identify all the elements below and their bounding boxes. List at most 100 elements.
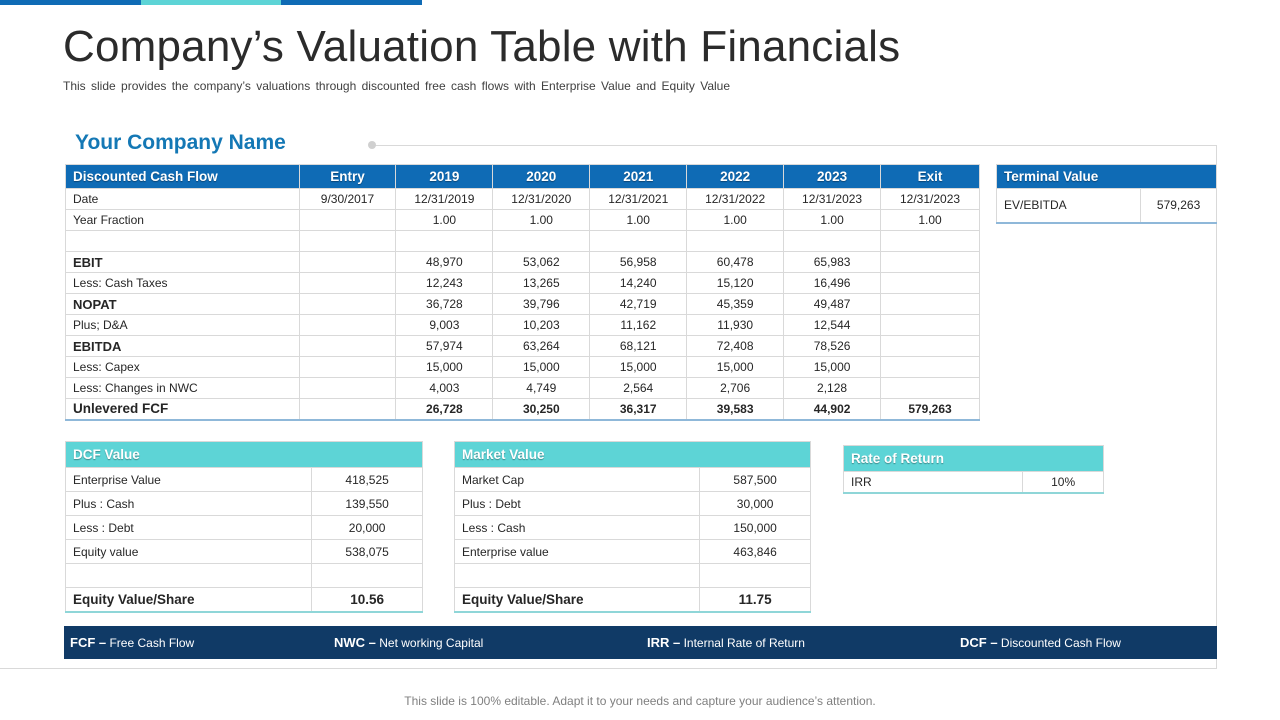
table-row: Enterprise value 463,846 — [453, 539, 811, 564]
table-row: IRR 10% — [842, 471, 1104, 494]
table-cell — [492, 230, 591, 252]
legend-text: Discounted Cash Flow — [1000, 636, 1121, 650]
table-cell — [298, 356, 397, 378]
table-cell: 579,263 — [880, 398, 980, 421]
table-row: Plus; D&A 9,003 10,203 11,162 11,930 12,544 — [65, 314, 980, 336]
legend-abbr: DCF – — [960, 635, 998, 650]
table-cell: 42,719 — [589, 293, 688, 315]
table-cell — [298, 314, 397, 336]
table-cell — [880, 314, 980, 336]
row-label: Less: Changes in NWC — [65, 377, 300, 399]
table-cell: 10,203 — [492, 314, 591, 336]
row-value: 587,500 — [699, 467, 811, 492]
row-label: EBITDA — [65, 335, 300, 357]
row-label: Less: Capex — [65, 356, 300, 378]
table-row: Equity Value/Share 10.56 — [64, 587, 423, 613]
page-subtitle: This slide provides the company’s valuat… — [63, 79, 731, 93]
row-value: 418,525 — [311, 467, 423, 492]
row-label: Enterprise value — [453, 539, 701, 564]
table-row: Plus : Debt 30,000 — [453, 491, 811, 516]
row-label: Equity Value/Share — [64, 587, 313, 613]
table-cell: 48,970 — [395, 251, 494, 273]
table-cell: 72,408 — [686, 335, 785, 357]
table-cell: 1.00 — [492, 209, 591, 231]
table-cell: 1.00 — [589, 209, 688, 231]
dcf-header-cell: Discounted Cash Flow — [65, 164, 300, 189]
legend-abbr: FCF – — [70, 635, 107, 650]
row-label — [65, 230, 300, 252]
table-cell: 36,728 — [395, 293, 494, 315]
table-cell: 53,062 — [492, 251, 591, 273]
row-label: Less: Cash Taxes — [65, 272, 300, 294]
table-cell: 4,749 — [492, 377, 591, 399]
table-cell: 15,120 — [686, 272, 785, 294]
table-cell: 12,544 — [783, 314, 882, 336]
table-row: EBITDA 57,974 63,264 68,121 72,408 78,526 — [65, 335, 980, 357]
table-cell: 12/31/2023 — [880, 188, 980, 210]
legend-item-irr: IRR – Internal Rate of Return — [647, 635, 805, 650]
legend-text: Net working Capital — [379, 636, 484, 650]
table-row — [64, 563, 423, 588]
terminal-value-title: Terminal Value — [996, 164, 1217, 189]
table-cell: 2,564 — [589, 377, 688, 399]
dcf-header-cell: 2021 — [589, 164, 688, 189]
row-label: EBIT — [65, 251, 300, 273]
table-row: Less: Changes in NWC 4,003 4,749 2,564 2,706… — [65, 377, 980, 399]
table-row: Less: Capex 15,000 15,000 15,000 15,000 15,00… — [65, 356, 980, 378]
row-value — [699, 563, 811, 588]
table-cell: 30,250 — [492, 398, 591, 421]
row-label: Year Fraction — [65, 209, 300, 231]
table-cell — [783, 230, 882, 252]
table-cell: 44,902 — [783, 398, 882, 421]
table-cell: 15,000 — [492, 356, 591, 378]
table-cell: 9/30/2017 — [298, 188, 397, 210]
table-cell: 15,000 — [395, 356, 494, 378]
table-cell: 26,728 — [395, 398, 494, 421]
table-cell: 12/31/2023 — [783, 188, 882, 210]
table-cell — [686, 230, 785, 252]
legend-item-nwc: NWC – Net working Capital — [334, 635, 483, 650]
table-cell: 68,121 — [589, 335, 688, 357]
row-value — [311, 563, 423, 588]
table-cell: 11,930 — [686, 314, 785, 336]
table-cell: 49,487 — [783, 293, 882, 315]
table-cell — [298, 293, 397, 315]
row-label: Date — [65, 188, 300, 210]
table-cell — [298, 230, 397, 252]
dcf-header-cell: Entry — [298, 164, 397, 189]
table-cell — [880, 293, 980, 315]
table-cell: 2,128 — [783, 377, 882, 399]
row-value: 20,000 — [311, 515, 423, 540]
frame-bottom-line — [0, 668, 1217, 669]
table-cell — [298, 251, 397, 273]
table-cell: 56,958 — [589, 251, 688, 273]
row-value: 139,550 — [311, 491, 423, 516]
table-row: Less : Cash 150,000 — [453, 515, 811, 540]
table-cell — [880, 377, 980, 399]
table-cell: 4,003 — [395, 377, 494, 399]
dcf-value-table: DCF Value Enterprise Value 418,525 Plus : … — [64, 441, 423, 613]
rate-of-return-table: Rate of Return IRR 10% — [842, 445, 1104, 494]
table-cell: 13,265 — [492, 272, 591, 294]
table-cell: 1.00 — [686, 209, 785, 231]
table-cell — [880, 272, 980, 294]
table-cell: 60,478 — [686, 251, 785, 273]
row-label: Enterprise Value — [64, 467, 313, 492]
table-cell: 65,983 — [783, 251, 882, 273]
row-label: NOPAT — [65, 293, 300, 315]
table-cell: 16,496 — [783, 272, 882, 294]
table-row: Equity Value/Share 11.75 — [453, 587, 811, 613]
table-cell — [880, 356, 980, 378]
table-row: Date 9/30/2017 12/31/2019 12/31/2020 12/31/2… — [65, 188, 980, 210]
terminal-value: 579,263 — [1140, 188, 1217, 224]
content-frame — [372, 145, 1217, 669]
table-row: NOPAT 36,728 39,796 42,719 45,359 49,487 — [65, 293, 980, 315]
table-cell: 15,000 — [589, 356, 688, 378]
row-value: 538,075 — [311, 539, 423, 564]
dcf-header-cell: 2022 — [686, 164, 785, 189]
table-cell — [298, 398, 397, 421]
table-cell: 15,000 — [686, 356, 785, 378]
table-row — [453, 563, 811, 588]
row-label — [64, 563, 313, 588]
table-cell: 15,000 — [783, 356, 882, 378]
